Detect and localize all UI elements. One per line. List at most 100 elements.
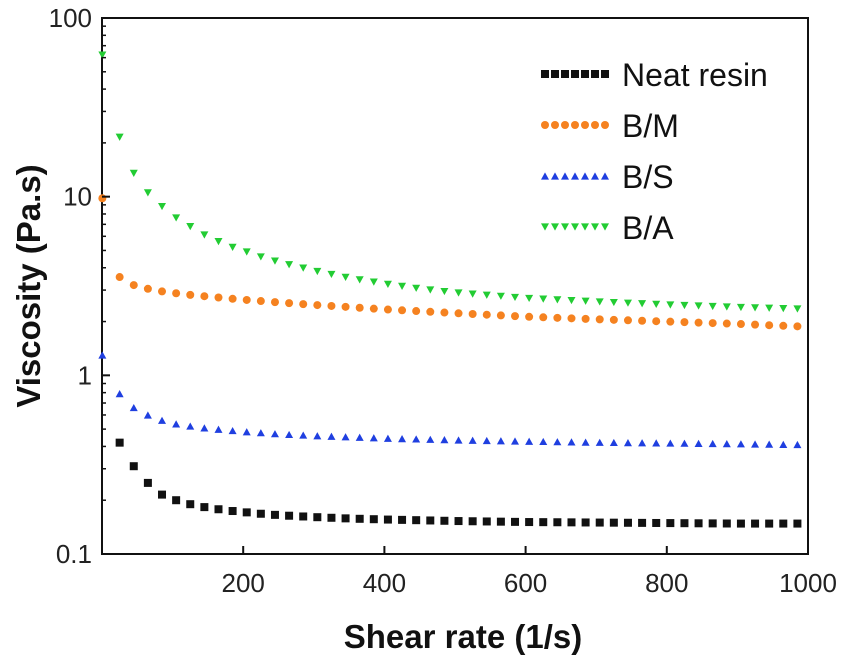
- data-point: [214, 293, 223, 302]
- legend-marker: [591, 70, 599, 78]
- legend-marker: [601, 121, 609, 129]
- data-point: [525, 437, 534, 445]
- legend-marker: [541, 121, 549, 129]
- data-point: [496, 517, 505, 526]
- data-point: [313, 301, 322, 310]
- data-point: [567, 438, 576, 446]
- legend-marker: [551, 223, 559, 231]
- data-point: [680, 318, 689, 327]
- legend-marker: [541, 223, 549, 231]
- data-point: [708, 302, 717, 311]
- data-point: [751, 440, 760, 448]
- legend-label: B/S: [622, 159, 674, 195]
- data-point: [765, 304, 774, 312]
- data-point: [623, 439, 632, 447]
- data-point: [355, 276, 364, 284]
- data-point: [468, 309, 477, 318]
- data-point: [638, 300, 647, 308]
- data-point: [256, 253, 265, 261]
- data-point: [412, 284, 421, 292]
- data-point: [539, 313, 548, 322]
- data-point: [341, 273, 350, 281]
- data-point: [525, 294, 534, 303]
- data-point: [98, 51, 107, 59]
- data-point: [609, 438, 618, 447]
- data-point: [595, 438, 604, 446]
- legend-marker: [561, 223, 569, 231]
- data-point: [511, 437, 520, 445]
- data-point: [623, 316, 632, 325]
- data-point: [228, 426, 237, 435]
- data-point: [129, 462, 138, 471]
- data-point: [553, 518, 562, 527]
- data-point: [468, 290, 477, 298]
- data-point: [256, 509, 265, 518]
- data-point: [242, 248, 251, 256]
- x-tick-label-2: 600: [504, 568, 547, 598]
- data-point: [553, 438, 562, 446]
- data-point: [638, 316, 647, 325]
- data-point: [327, 301, 336, 310]
- data-point: [115, 438, 124, 447]
- data-point: [200, 231, 209, 239]
- data-point: [186, 290, 195, 299]
- y-tick-label-0: 0.1: [56, 539, 92, 569]
- data-point: [694, 439, 703, 447]
- data-point: [722, 519, 731, 528]
- data-point: [158, 490, 167, 499]
- data-point: [285, 511, 294, 520]
- data-point: [581, 314, 590, 323]
- legend-marker: [571, 70, 579, 78]
- data-point: [525, 312, 534, 321]
- legend: Neat resin B/M B/S B/A: [541, 57, 768, 246]
- data-point: [115, 273, 124, 282]
- data-point: [172, 496, 181, 505]
- data-point: [511, 517, 520, 526]
- legend-marker: [561, 172, 569, 180]
- series-neat-resin: [115, 438, 802, 528]
- data-point: [398, 306, 407, 315]
- data-point: [708, 439, 717, 448]
- x-axis-title: Shear rate (1/s): [344, 618, 582, 655]
- data-point: [609, 315, 618, 324]
- legend-marker: [541, 172, 549, 180]
- legend-item-2: B/S: [541, 159, 674, 195]
- legend-marker: [561, 121, 569, 129]
- data-point: [412, 516, 421, 525]
- data-point: [652, 518, 661, 527]
- data-point: [383, 305, 392, 314]
- data-point: [200, 503, 209, 512]
- plot-frame: [101, 17, 809, 555]
- data-point: [595, 518, 604, 527]
- legend-item-0: Neat resin: [541, 57, 768, 93]
- data-point: [454, 517, 463, 526]
- series-b-m: [98, 194, 802, 331]
- data-point: [129, 403, 138, 412]
- y-tick-label-3: 100: [49, 3, 92, 33]
- data-point: [299, 431, 308, 439]
- data-point: [299, 264, 308, 272]
- data-point: [440, 308, 449, 317]
- legend-marker: [571, 172, 579, 180]
- data-point: [285, 430, 294, 439]
- y-tick-label-1: 1: [78, 360, 92, 390]
- data-point: [158, 202, 167, 211]
- y-tick-label-2: 10: [63, 182, 92, 212]
- legend-marker: [581, 172, 589, 180]
- legend-marker: [551, 70, 559, 78]
- data-point: [609, 298, 618, 307]
- data-point: [369, 434, 378, 442]
- data-point: [129, 281, 138, 290]
- data-point: [341, 514, 350, 523]
- legend-marker: [581, 121, 589, 129]
- legend-label: B/M: [622, 108, 679, 144]
- data-point: [412, 435, 421, 443]
- data-point: [299, 300, 308, 309]
- data-point: [172, 214, 181, 222]
- data-point: [228, 243, 237, 252]
- data-point: [793, 322, 802, 331]
- data-point: [228, 507, 237, 516]
- data-point: [511, 293, 520, 302]
- data-point: [793, 519, 802, 528]
- data-point: [694, 302, 703, 310]
